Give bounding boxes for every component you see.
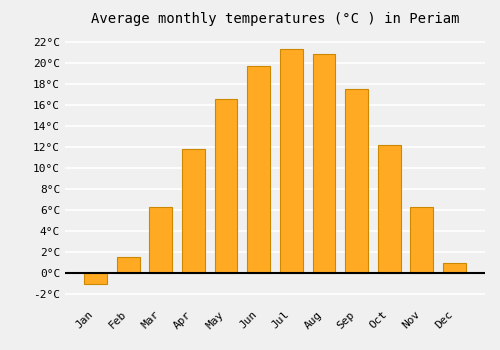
Bar <box>345 89 368 273</box>
Bar <box>116 257 140 273</box>
Bar <box>410 207 434 273</box>
Bar <box>280 49 302 273</box>
Bar <box>84 273 107 284</box>
Bar <box>214 99 238 273</box>
Bar <box>182 149 205 273</box>
Bar <box>443 262 466 273</box>
Bar <box>248 66 270 273</box>
Bar <box>312 54 336 273</box>
Bar <box>150 207 172 273</box>
Bar <box>378 145 400 273</box>
Title: Average monthly temperatures (°C ) in Periam: Average monthly temperatures (°C ) in Pe… <box>91 12 459 26</box>
